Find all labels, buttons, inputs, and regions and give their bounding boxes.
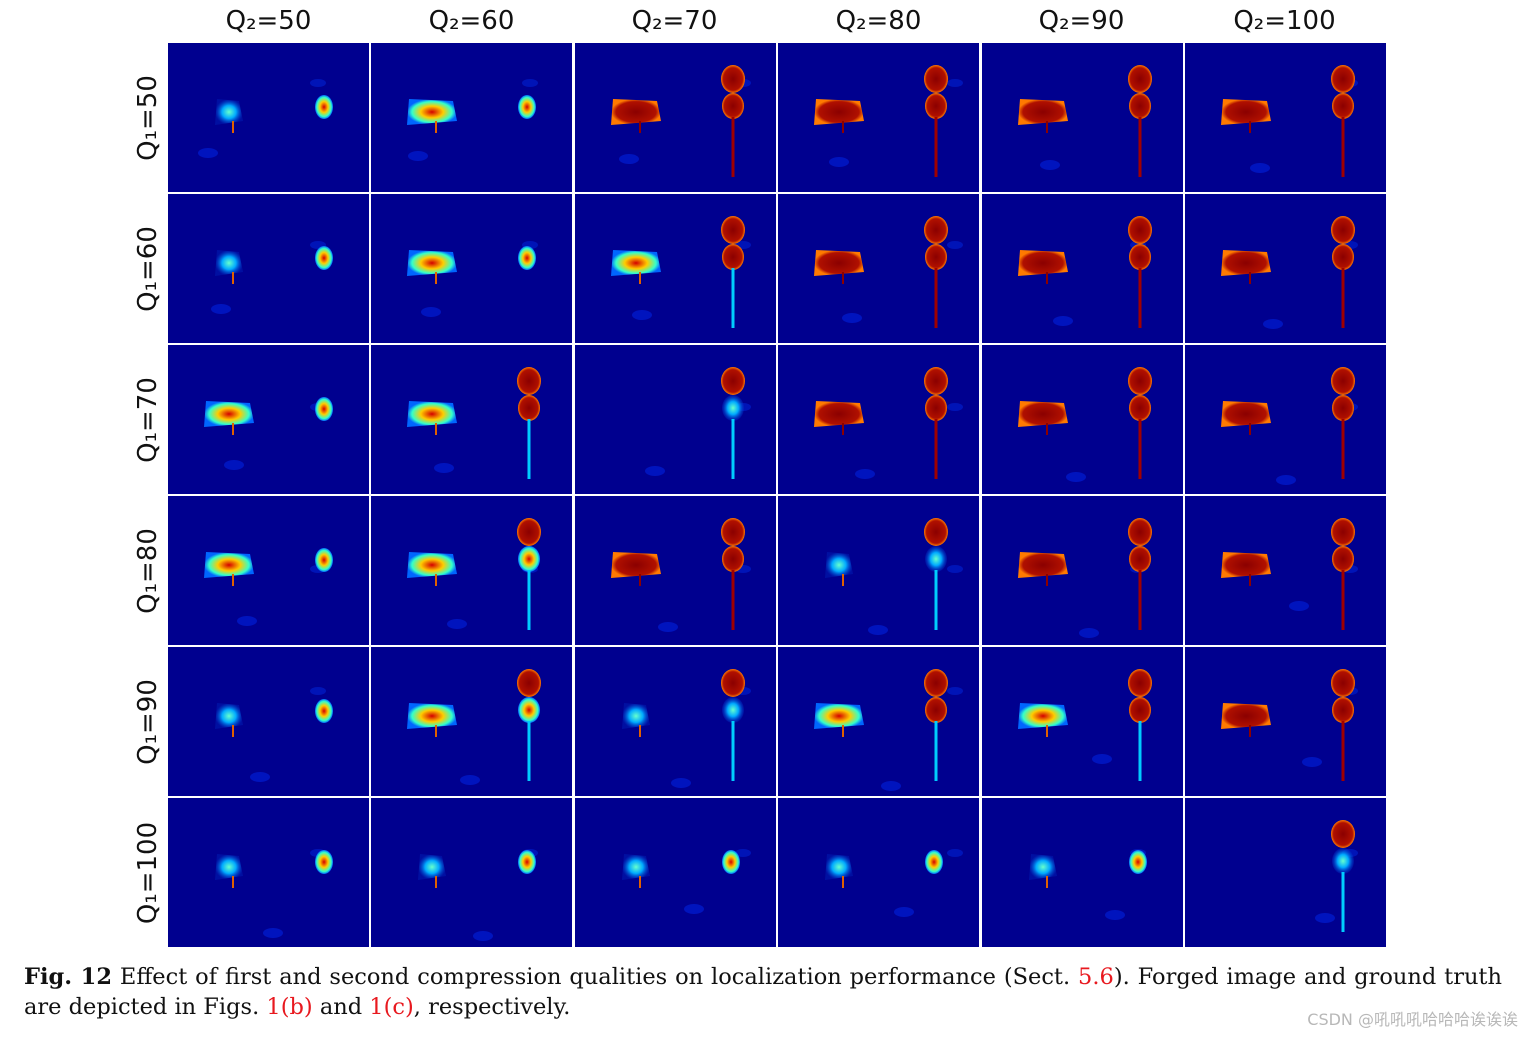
figure-reference-link[interactable]: 1(b) bbox=[266, 994, 313, 1020]
figure-number: Fig. 12 bbox=[24, 964, 112, 990]
heatmap-cell bbox=[168, 647, 369, 796]
heatmap-cell bbox=[778, 43, 979, 192]
figure-caption: Fig. 12 Effect of first and second compr… bbox=[24, 962, 1502, 1022]
figure-reference-link[interactable]: 1(c) bbox=[369, 994, 414, 1020]
heatmap-cell bbox=[371, 194, 572, 343]
heatmap-cell bbox=[778, 345, 979, 494]
row-header-label: Q₁=80 bbox=[133, 528, 164, 614]
heatmap-cell bbox=[982, 345, 1183, 494]
localization-heatmap-grid bbox=[168, 43, 1388, 949]
heatmap-cell bbox=[1185, 345, 1386, 494]
heatmap-cell bbox=[982, 647, 1183, 796]
heatmap-cell bbox=[575, 43, 776, 192]
column-header-q2-90: Q₂=90 bbox=[1038, 6, 1125, 36]
heatmap-cell bbox=[982, 496, 1183, 645]
column-header-q2-60: Q₂=60 bbox=[428, 6, 515, 36]
heatmap-cell bbox=[778, 194, 979, 343]
heatmap-cell bbox=[982, 194, 1183, 343]
watermark: CSDN @吼吼吼哈哈哈诶诶诶 bbox=[1307, 1010, 1518, 1029]
heatmap-cell bbox=[575, 496, 776, 645]
row-header-label: Q₁=100 bbox=[133, 821, 163, 925]
heatmap-cell bbox=[371, 345, 572, 494]
heatmap-cell bbox=[1185, 496, 1386, 645]
heatmap-cell bbox=[1185, 43, 1386, 192]
heatmap-cell bbox=[168, 496, 369, 645]
heatmap-cell bbox=[371, 647, 572, 796]
heatmap-cell bbox=[575, 345, 776, 494]
row-header-label: Q₁=70 bbox=[133, 377, 164, 463]
column-header-q2-50: Q₂=50 bbox=[225, 6, 312, 36]
caption-text: , respectively. bbox=[413, 994, 571, 1020]
caption-text: ). Forged image and ground truth are dep… bbox=[24, 964, 1502, 1020]
caption-text: and bbox=[319, 994, 363, 1020]
heatmap-cell bbox=[371, 496, 572, 645]
heatmap-cell bbox=[168, 345, 369, 494]
row-header-label: Q₁=60 bbox=[133, 226, 164, 312]
column-header-q2-100: Q₂=100 bbox=[1233, 6, 1336, 36]
heatmap-cell bbox=[778, 798, 979, 947]
heatmap-cell bbox=[1185, 647, 1386, 796]
heatmap-cell bbox=[168, 194, 369, 343]
heatmap-cell bbox=[371, 798, 572, 947]
heatmap-cell bbox=[1185, 798, 1386, 947]
heatmap-cell bbox=[168, 43, 369, 192]
heatmap-cell bbox=[575, 647, 776, 796]
heatmap-cell bbox=[778, 496, 979, 645]
column-header-q2-70: Q₂=70 bbox=[631, 6, 718, 36]
heatmap-cell bbox=[1185, 194, 1386, 343]
caption-text: Effect of first and second compression q… bbox=[119, 964, 1071, 990]
heatmap-cell bbox=[575, 194, 776, 343]
section-reference-link[interactable]: 5.6 bbox=[1078, 964, 1114, 990]
heatmap-cell bbox=[982, 43, 1183, 192]
heatmap-cell bbox=[982, 798, 1183, 947]
row-header-label: Q₁=50 bbox=[133, 75, 164, 161]
column-header-q2-80: Q₂=80 bbox=[835, 6, 922, 36]
heatmap-cell bbox=[575, 798, 776, 947]
heatmap-cell bbox=[371, 43, 572, 192]
heatmap-cell bbox=[168, 798, 369, 947]
row-header-label: Q₁=90 bbox=[133, 679, 164, 765]
heatmap-cell bbox=[778, 647, 979, 796]
